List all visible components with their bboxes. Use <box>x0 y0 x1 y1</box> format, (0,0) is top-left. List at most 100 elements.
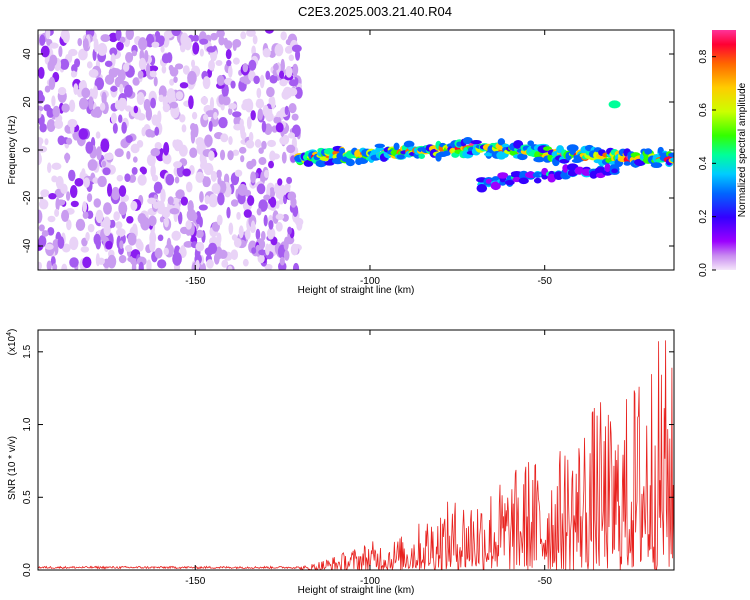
noise-blob <box>256 183 266 195</box>
noise-blob <box>263 214 268 227</box>
noise-blob <box>175 139 183 150</box>
noise-blob <box>282 134 290 145</box>
noise-blob <box>119 83 124 94</box>
noise-blob <box>90 108 101 118</box>
noise-blob <box>227 150 234 161</box>
noise-blob <box>124 105 133 112</box>
noise-blob <box>44 85 51 93</box>
y-tick-label: 0.5 <box>22 490 33 504</box>
noise-blob <box>103 202 112 215</box>
noise-blob <box>232 41 237 52</box>
noise-blob <box>273 63 279 71</box>
noise-blob <box>74 58 81 68</box>
noise-blob <box>233 237 242 248</box>
noise-blob <box>163 30 174 39</box>
colorbar-tick-label: 0.4 <box>698 156 709 170</box>
noise-blob <box>45 30 51 40</box>
noise-blob <box>73 83 79 95</box>
y-axis-1: 40 20 0 -20 -40 <box>22 48 674 253</box>
noise-blob <box>275 122 284 133</box>
noise-blob <box>149 70 157 78</box>
noise-blob <box>77 37 83 47</box>
noise-blob <box>175 91 184 100</box>
noise-blob <box>227 107 233 116</box>
noise-blob <box>268 219 274 230</box>
noise-blob <box>210 170 218 182</box>
noise-blob <box>160 45 165 53</box>
noise-blob <box>48 193 57 200</box>
noise-blob <box>265 112 274 122</box>
y-tick-label: -20 <box>22 190 33 205</box>
noise-blob <box>93 198 102 208</box>
noise-blob <box>263 194 271 201</box>
noise-blob <box>265 243 270 256</box>
x-axis-2: -150 -100 -50 <box>185 330 552 587</box>
noise-blob <box>292 262 300 270</box>
noise-blob <box>234 169 243 177</box>
band-mark <box>547 173 556 183</box>
noise-blob <box>230 80 236 89</box>
noise-blob <box>215 60 223 67</box>
noise-blob <box>87 223 95 233</box>
noise-blob <box>173 76 178 84</box>
noise-blob <box>40 45 50 58</box>
noise-blob <box>280 31 287 41</box>
noise-blob <box>208 120 213 132</box>
noise-blob <box>146 259 152 270</box>
y-multiplier-label: (x104) <box>6 329 18 356</box>
noise-blob <box>158 94 164 103</box>
noise-blob <box>46 107 55 118</box>
noise-blob <box>180 32 189 47</box>
noise-blob <box>161 65 167 74</box>
noise-blob <box>118 114 123 123</box>
noise-blob <box>169 67 179 77</box>
noise-blob <box>69 257 79 268</box>
noise-blob <box>61 243 71 253</box>
noise-blob <box>92 85 98 100</box>
noise-blob <box>160 188 166 203</box>
noise-blob <box>49 54 58 67</box>
snr-series-line <box>38 340 674 570</box>
noise-blob <box>240 155 245 163</box>
noise-blob <box>185 220 192 230</box>
noise-blob <box>283 249 290 261</box>
noise-blob <box>217 192 225 206</box>
noise-blob <box>68 99 76 113</box>
noise-blob <box>247 195 255 206</box>
noise-blob <box>295 49 301 61</box>
band-mark <box>504 179 515 186</box>
noise-blob <box>70 70 77 78</box>
noise-blob <box>218 36 225 46</box>
colorbar <box>712 30 736 270</box>
noise-blob <box>41 230 49 237</box>
noise-blob <box>227 265 233 270</box>
noise-blob <box>125 135 133 144</box>
noise-blob <box>47 226 55 236</box>
noise-blob <box>116 41 124 51</box>
noise-blob <box>81 87 91 99</box>
noise-blob <box>138 261 144 270</box>
noise-blob <box>253 75 260 85</box>
noise-blob <box>179 82 189 89</box>
noise-blob <box>202 176 211 188</box>
noise-blob <box>38 209 43 224</box>
noise-blob <box>68 48 78 57</box>
noise-blob <box>124 244 133 252</box>
noise-blob <box>48 76 56 90</box>
y-axis-label-2: SNR (10 * v/v) <box>7 436 18 500</box>
noise-blob <box>242 62 249 73</box>
noise-blob <box>268 160 274 169</box>
noise-blob <box>121 121 127 134</box>
noise-blob <box>104 74 115 85</box>
noise-blob <box>177 211 183 225</box>
noise-blob <box>110 112 117 124</box>
band-mark <box>470 140 482 145</box>
noise-blob <box>243 78 251 85</box>
noise-blob <box>208 59 216 71</box>
noise-blob <box>248 59 257 71</box>
band-mark <box>611 168 618 174</box>
noise-blob <box>65 191 71 201</box>
noise-blob <box>78 97 89 110</box>
noise-blob <box>199 38 209 45</box>
noise-blob <box>99 102 106 111</box>
